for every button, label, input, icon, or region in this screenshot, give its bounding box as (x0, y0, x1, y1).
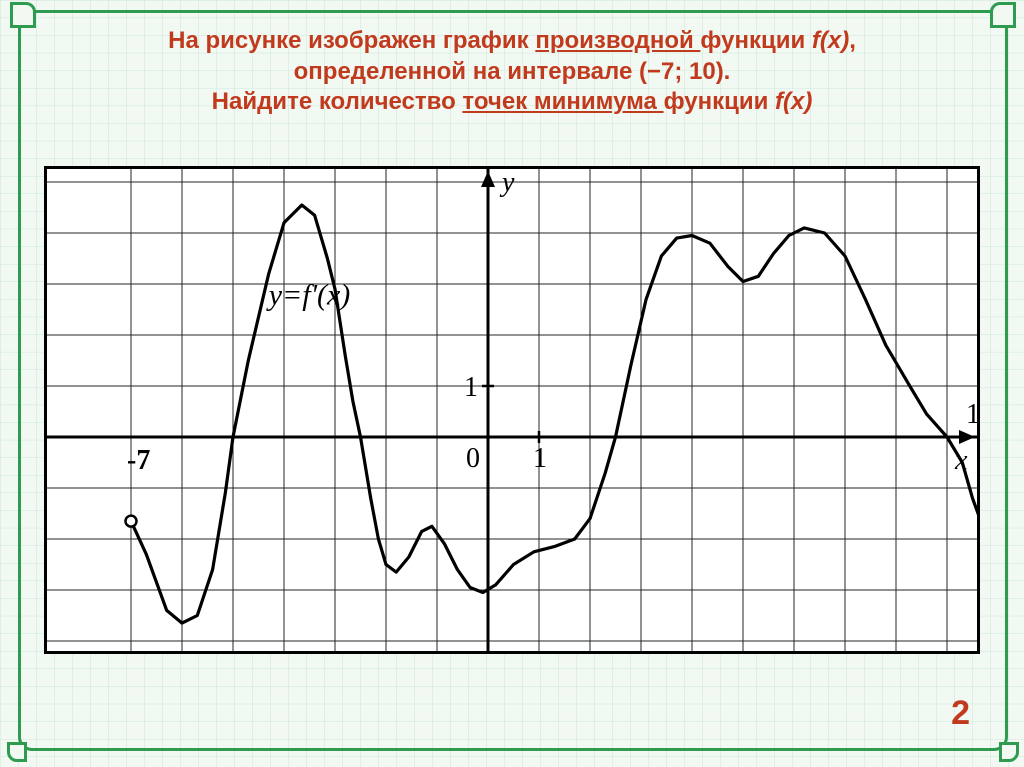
svg-text:0: 0 (466, 443, 480, 474)
title-text: Найдите количество (212, 88, 463, 115)
svg-text:-7: -7 (127, 445, 150, 476)
title-text: функции (700, 27, 811, 54)
title-underline: производной (535, 27, 700, 54)
svg-text:x: x (954, 445, 968, 476)
svg-text:10: 10 (966, 399, 977, 430)
title-underline: точек минимума (462, 88, 663, 115)
svg-text:1: 1 (464, 372, 478, 403)
frame-corner (7, 742, 27, 762)
frame-corner (999, 742, 1019, 762)
title-fn: f(x) (775, 88, 812, 115)
svg-text:y=f'(x): y=f'(x) (266, 278, 351, 311)
chart-container: y x 0 1 1 -7 10 y=f'(x) (44, 166, 980, 654)
title-text: функции (664, 88, 775, 115)
title-text: определенной на интервале (−7; 10). (294, 58, 731, 85)
derivative-chart: y x 0 1 1 -7 10 y=f'(x) (47, 169, 977, 651)
answer-value: 2 (951, 694, 970, 733)
problem-title: На рисунке изображен график производной … (48, 26, 976, 118)
title-fn: f(x) (812, 27, 849, 54)
title-text: , (849, 27, 856, 54)
svg-text:1: 1 (533, 443, 547, 474)
svg-text:y: y (499, 169, 515, 198)
title-text: На рисунке изображен график (168, 27, 535, 54)
